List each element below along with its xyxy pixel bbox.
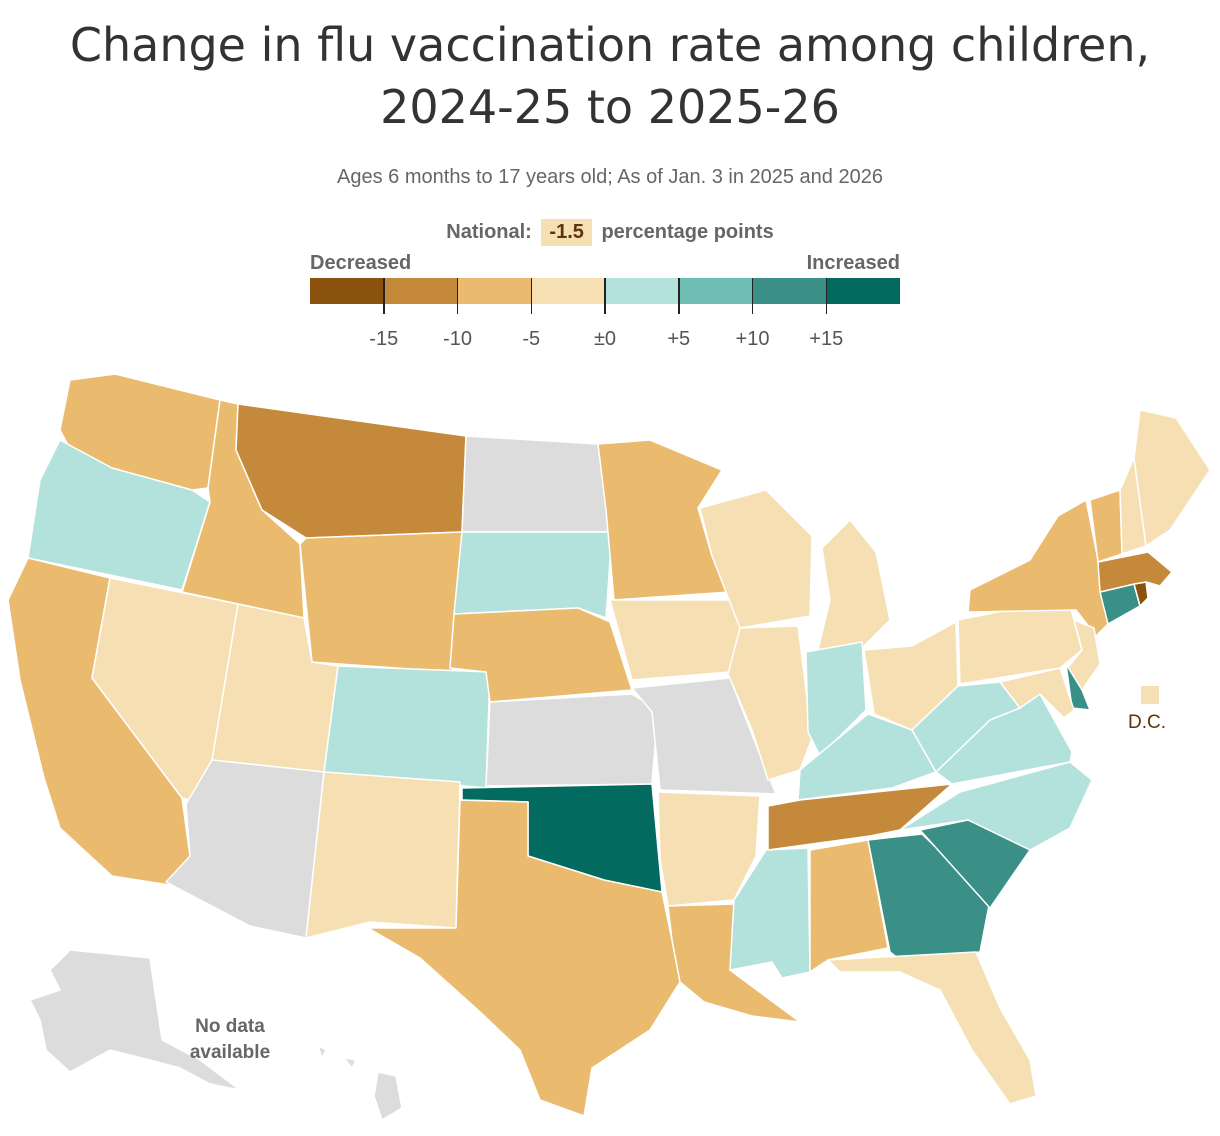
state-de	[1065, 663, 1091, 711]
legend-increased-label: Increased	[806, 252, 900, 274]
legend-tick-mark	[825, 278, 827, 314]
legend-swatch-4	[605, 278, 679, 304]
no-data-line-1: No data	[195, 1016, 265, 1037]
legend-swatch-7	[826, 278, 900, 304]
legend-swatch-3	[531, 278, 605, 304]
legend-tick-mark	[751, 278, 754, 314]
legend-tick-label: -15	[369, 328, 399, 350]
chart-subtitle: Ages 6 months to 17 years old; As of Jan…	[337, 166, 883, 188]
legend-swatch-1	[383, 278, 458, 304]
state-mi	[817, 519, 891, 651]
state-wy	[299, 531, 463, 673]
legend-tick-label: -10	[443, 328, 472, 350]
state-ne	[449, 607, 633, 703]
legend-decreased-label: Decreased	[310, 252, 412, 274]
legend-tick-label: +5	[667, 328, 691, 350]
state-in	[805, 641, 867, 757]
state-ga	[867, 833, 991, 961]
state-ma	[1097, 551, 1173, 593]
state-ak	[29, 949, 241, 1091]
state-me	[1133, 409, 1211, 547]
legend-tick-label: -5	[522, 328, 541, 350]
legend-tick-label: ±0	[593, 328, 617, 350]
state-il	[727, 625, 813, 781]
national-value-badge: -1.5	[541, 219, 592, 246]
state-ia	[609, 599, 749, 681]
legend-tick-mark	[604, 278, 606, 314]
national-label: National:	[446, 221, 532, 243]
state-nd	[461, 435, 613, 533]
state-nm	[305, 771, 461, 939]
state-wi	[699, 489, 813, 629]
legend-tick-mark	[530, 278, 532, 314]
state-hi	[317, 1045, 403, 1121]
state-co	[323, 665, 491, 789]
us-choropleth-map	[7, 373, 1211, 1121]
legend-swatch-2	[457, 278, 532, 304]
dc-label: D.C.	[1128, 712, 1166, 733]
legend-tick-mark	[678, 278, 680, 314]
legend-swatch-0	[310, 278, 384, 304]
state-tx	[367, 799, 681, 1117]
legend-tick-mark	[456, 278, 459, 314]
legend-tick-mark	[383, 278, 385, 314]
state-al	[809, 839, 889, 973]
no-data-line-2: available	[189, 1042, 271, 1063]
state-md	[999, 667, 1075, 719]
national-unit: percentage points	[601, 221, 774, 243]
state-sd	[453, 531, 613, 619]
chart-title: Change in flu vaccination rate among chi…	[0, 14, 1220, 138]
state-nc	[899, 761, 1093, 851]
legend-swatch-5	[678, 278, 753, 304]
legend-tick-label: +15	[809, 328, 844, 350]
state-fl	[827, 951, 1037, 1105]
legend-swatch-6	[752, 278, 827, 304]
title-line-1: Change in flu vaccination rate among chi…	[69, 18, 1151, 72]
state-ks	[485, 693, 659, 787]
legend-tick-label: +10	[735, 328, 770, 350]
dc-swatch	[1141, 686, 1159, 704]
state-ms	[729, 847, 811, 979]
national-summary: National: -1.5 percentage points	[0, 219, 1220, 246]
legend-color-scale	[310, 278, 900, 304]
title-line-2: 2024-25 to 2025-26	[380, 80, 840, 134]
no-data-label: No data available	[150, 1014, 310, 1066]
